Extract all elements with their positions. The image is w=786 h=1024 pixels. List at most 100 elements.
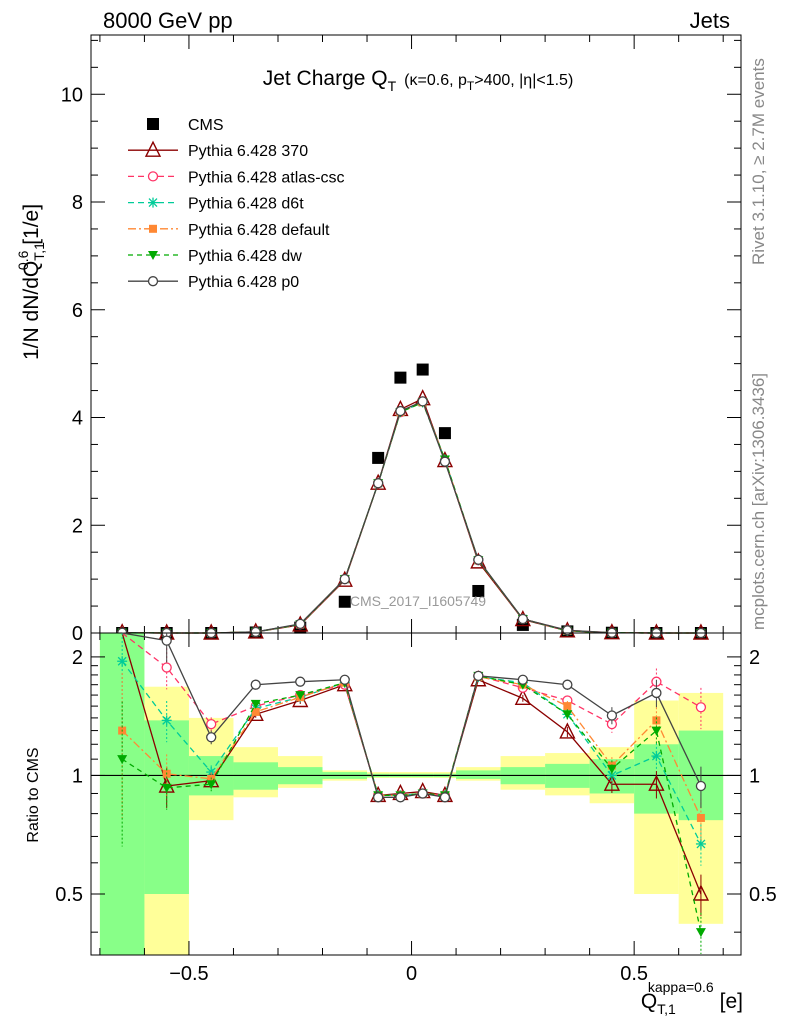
legend-label: CMS [188,117,224,134]
ratio-point-stroke [117,656,127,666]
ratio-ytick-label: 0.5 [55,884,83,906]
ratio-point [562,710,573,720]
ratio-line [121,675,702,933]
data-point [394,371,407,384]
title-tail: >400, |η|<1.5) [474,72,573,89]
ratio-line [121,676,702,819]
legend-swatch-marker [148,197,158,208]
ratio-series-pythia-6-428-p0 [122,632,707,808]
ratio-point [295,676,306,687]
legend-item: Pythia 6.428 370 [128,140,308,160]
ratio-ytick-label-right: 2 [749,647,760,669]
mcplots-label: mcplots.cern.ch [arXiv:1306.3436] [749,373,768,630]
ratio-point [648,774,665,791]
xlabel-b: [e] [720,990,743,1013]
ylabel-sub: T,1 [31,242,47,261]
legend-swatch-marker [144,140,162,157]
ratio-line [121,632,702,895]
ratio-point [295,691,306,701]
ratio-point [651,687,662,699]
legend-label: Pythia 6.428 370 [188,143,308,160]
data-point [372,451,385,464]
ytick-label: 6 [72,300,83,322]
title-main: Jet Charge Q [263,67,388,90]
ratio-point [161,783,172,793]
ratio-xlabel: QT,1 kappa=0.6 [e] [641,979,743,1017]
xlabel-a: Q [641,990,657,1013]
ytick-label: 0 [72,623,83,645]
data-point [295,618,306,629]
ratio-point-stroke [162,715,172,725]
ratio-xtick-label: 0.5 [620,963,648,985]
ratio-point [517,674,528,685]
ratio-point [563,702,572,711]
ratio-point [417,788,428,799]
ratio-point [695,780,707,792]
xlabel-sub: T,1 [657,1001,676,1017]
ratio-xtick-label: −0.5 [169,963,208,985]
main-ticks: 0 2 4 6 8 10 [61,35,741,645]
ylabel-b: [1/e] [20,204,43,251]
ytick-label: 2 [72,515,83,537]
xlabel-sup: kappa=0.6 [648,979,714,995]
legend-item: Pythia 6.428 dw [128,248,302,265]
header-right: Jets [690,8,730,33]
ratio-point [206,718,217,730]
ratio-point [117,656,128,667]
legend-item: Pythia 6.428 p0 [128,274,299,291]
rivet-label: Rivet 3.1.10, ≥ 2.7M events [749,58,768,265]
ratio-panel: 0.5 0.5 1 1 2 2 −0.5 0 0.5 Ratio to CMS QT,1 kapp… [25,632,777,1017]
legend-swatch-marker [148,251,158,260]
ratio-point [692,884,710,901]
legend-swatch-marker [147,171,159,182]
ratio-line [121,632,702,797]
ratio-point [395,792,406,803]
data-point [250,626,261,638]
ytick-label: 4 [72,408,83,430]
legend-item: Pythia 6.428 d6t [128,196,304,213]
ratio-point [606,764,617,774]
ratio-ytick-label-right: 0.5 [749,884,777,906]
legend-swatch-marker [147,276,159,287]
legend-swatch-marker-stroke [148,198,158,208]
ratio-point [251,707,260,716]
ratio-point [651,751,662,762]
ratio-point [559,722,576,739]
data-point [472,584,485,597]
ratio-point [696,813,705,822]
data-point [395,405,406,417]
ratio-point [206,732,217,743]
ytick-label: 8 [72,192,83,214]
ratio-point [250,679,261,690]
legend-item: Pythia 6.428 default [128,222,330,239]
data-point [416,363,429,376]
ratio-line [122,632,702,799]
legend: CMS Pythia 6.428 370 Pythia 6.428 atlas-cs… [128,117,345,291]
header-left: 8000 GeV pp [103,8,233,33]
ratio-point-stroke [651,751,661,761]
ratio-ytick-label: 2 [72,647,83,669]
ratio-point-stroke [696,839,706,849]
watermark: CMS_2017_I1605749 [350,593,486,609]
legend-swatch-marker [149,224,157,233]
legend-label: Pythia 6.428 p0 [188,274,299,291]
legend-label: Pythia 6.428 dw [188,248,302,265]
ratio-ylabel: Ratio to CMS [25,747,42,842]
ratio-point [603,774,621,791]
ylabel-a: 1/N dN/dQ [20,261,43,360]
ratio-point-stroke [206,767,216,777]
ratio-point [695,838,706,849]
title-rest: (κ=0.6, p [404,72,467,89]
data-point [439,456,451,467]
ratio-point [250,699,261,709]
ratio-point [161,662,172,673]
ratio-point [161,715,172,726]
ratio-point [652,716,661,725]
ratio-point-stroke [607,770,617,780]
main-series [114,363,710,640]
data-point [438,427,451,440]
ratio-point [606,710,618,721]
legend-swatch-marker [147,118,159,130]
